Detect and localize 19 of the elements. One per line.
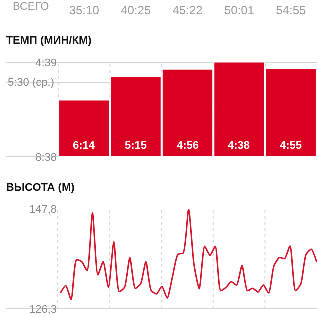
y-tick-label: 8:38 (36, 152, 57, 164)
data-label: 4:38 (228, 140, 250, 152)
data-label: 4:55 (280, 140, 302, 152)
data-label: 6:14 (73, 140, 96, 152)
chart-title: ТЕМП (МИН/КМ) (6, 34, 92, 47)
data-label: 5:15 (125, 140, 148, 152)
ref-line-label: 5:30 (ср.) (8, 77, 54, 89)
x-tick-label: 50:01 (224, 4, 255, 18)
x-tick-label: 54:55 (276, 4, 306, 18)
text: ВСЕГО (13, 1, 50, 13)
data-label: 4:56 (177, 140, 200, 152)
y-tick-label: 126,3 (29, 304, 57, 316)
y-tick-label: 147,8 (29, 204, 57, 216)
line-series (60, 209, 317, 300)
x-tick-label: 40:25 (121, 4, 152, 18)
x-tick-label: 35:10 (69, 4, 100, 18)
x-tick-label: 45:22 (172, 4, 204, 18)
chart-title: ВЫСОТА (М) (6, 182, 76, 194)
y-tick-label: 4:39 (36, 58, 57, 70)
